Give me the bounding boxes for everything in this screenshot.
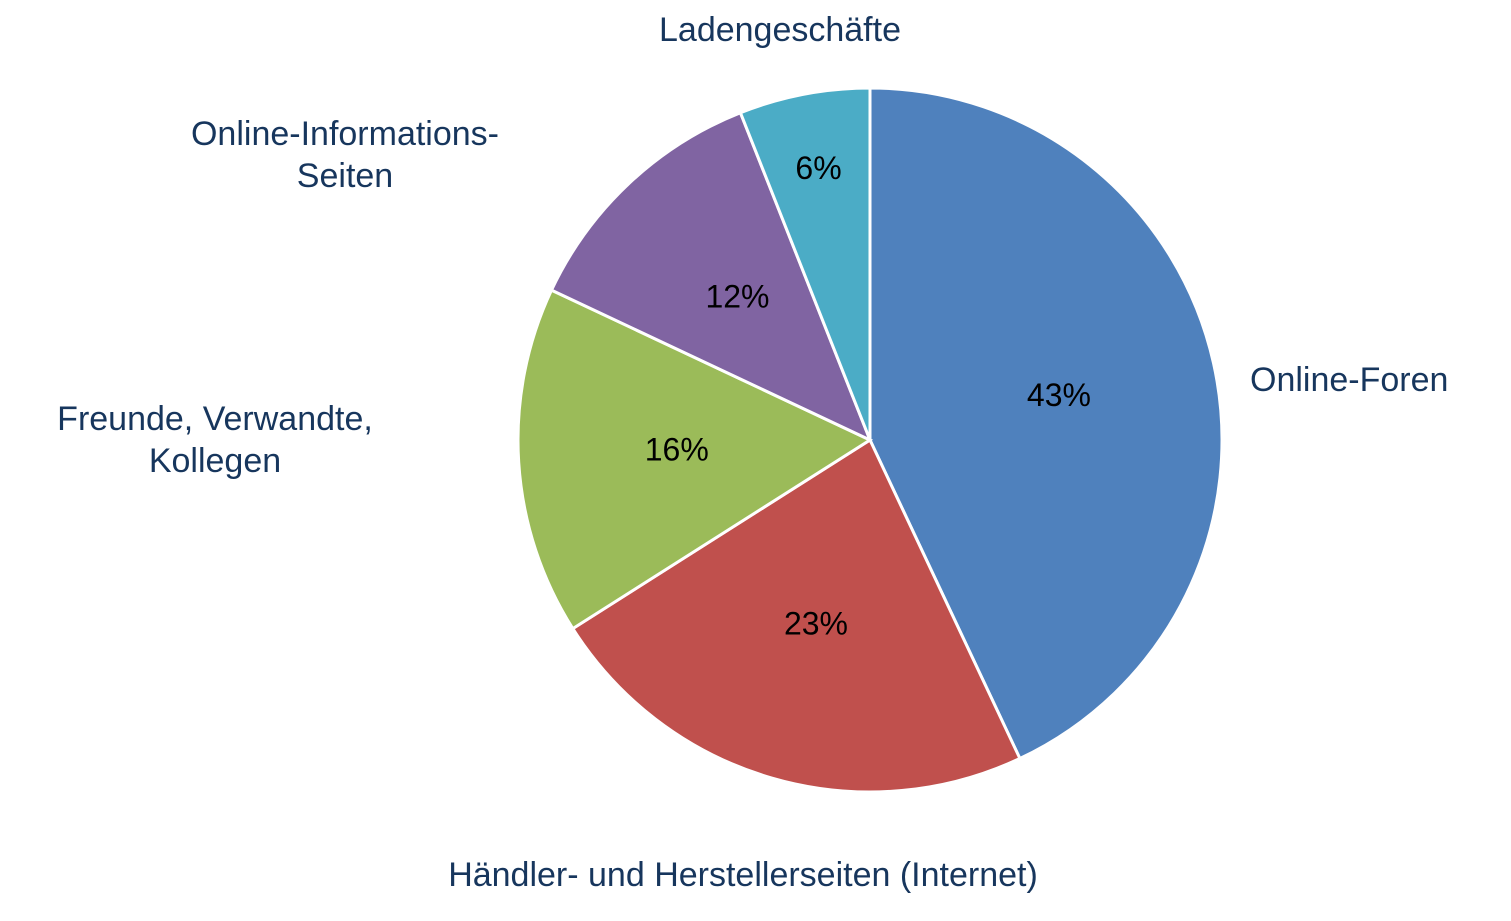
category-label: Händler- und Herstellerseiten (Internet) — [448, 856, 1038, 894]
pie-slice — [549, 110, 873, 443]
category-label: Online-Informations-Seiten — [190, 115, 499, 195]
pie-slice — [868, 86, 1224, 761]
pie-slice — [516, 288, 874, 631]
category-label: Ladengeschäfte — [659, 11, 901, 49]
value-label: 16% — [645, 432, 709, 468]
value-label: 43% — [1027, 377, 1091, 413]
category-label: Freunde, Verwandte, Kollegen — [57, 400, 373, 480]
pie-slice — [738, 86, 872, 441]
value-label: 12% — [705, 278, 769, 314]
pie-slice — [570, 437, 1022, 794]
category-label: Online-Foren — [1250, 361, 1449, 399]
value-label: 23% — [784, 605, 848, 641]
value-label: 6% — [795, 150, 841, 186]
